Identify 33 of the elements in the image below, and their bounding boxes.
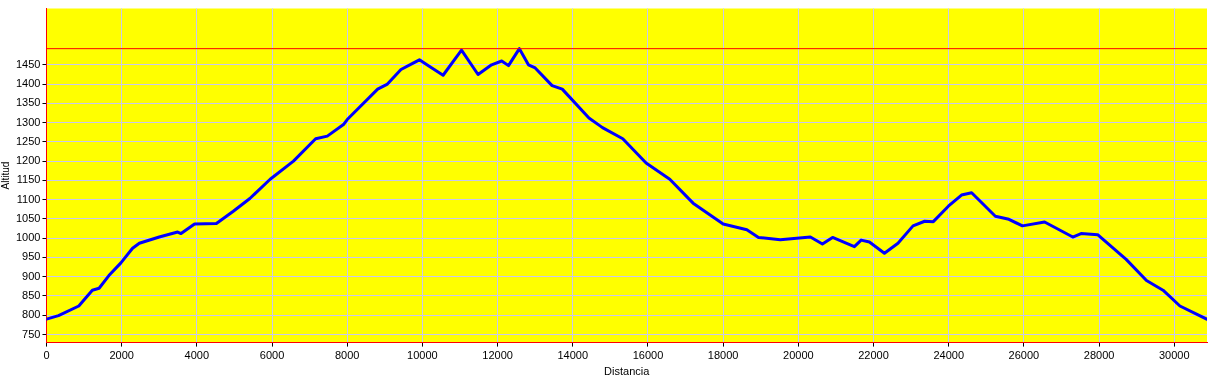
x-tick-label: 16000 (632, 349, 664, 362)
y-tick-label: 1450 (15, 57, 41, 70)
y-tick-label: 850 (22, 289, 41, 302)
x-axis-title: Distancia (604, 365, 651, 378)
x-tick-label: 22000 (858, 349, 889, 362)
y-tick-label: 1400 (15, 77, 41, 90)
x-tick-label: 18000 (707, 349, 739, 362)
y-tick-label: 1200 (15, 154, 41, 167)
y-tick-label: 1250 (15, 134, 41, 147)
y-tick-label: 1150 (16, 173, 41, 186)
y-tick-label: 1000 (15, 231, 41, 244)
y-tick-label: 950 (22, 250, 41, 263)
y-tick-label: 1350 (15, 96, 41, 109)
y-tick-label: 1100 (16, 192, 41, 205)
x-tick-label: 12000 (482, 349, 513, 362)
y-tick-label: 750 (22, 327, 41, 340)
x-tick-label: 28000 (1083, 349, 1115, 362)
y-tick-label: 900 (22, 269, 41, 282)
y-tick-label: 1300 (15, 115, 41, 128)
x-tick-label: 8000 (334, 349, 360, 362)
x-tick-label: 6000 (259, 349, 285, 362)
x-tick-label: 14000 (557, 349, 589, 362)
y-tick-label: 1050 (15, 211, 41, 224)
x-tick-label: 2000 (109, 349, 134, 362)
y-axis-title: Altitud (0, 161, 11, 190)
x-tick-label: 0 (43, 349, 50, 362)
x-tick-label: 26000 (1008, 349, 1040, 362)
x-tick-label: 20000 (783, 349, 814, 362)
x-tick-label: 4000 (184, 349, 210, 362)
x-tick-label: 10000 (407, 349, 438, 362)
x-tick-label: 30000 (1159, 349, 1190, 362)
y-tick-label: 800 (22, 308, 41, 321)
x-tick-label: 24000 (933, 349, 965, 362)
